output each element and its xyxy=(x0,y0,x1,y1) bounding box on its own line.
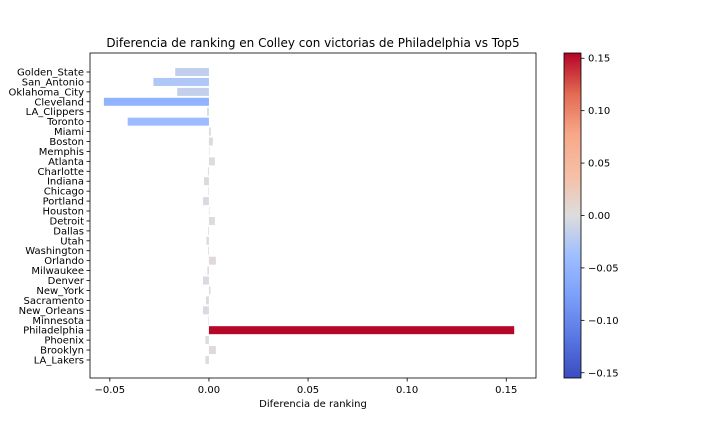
bar-new-york xyxy=(208,286,211,295)
bar-chicago xyxy=(208,187,209,196)
bar-orlando xyxy=(208,256,216,265)
bar-la-lakers xyxy=(205,355,209,364)
colorbar-ticks-group: 0.15 0.10 0.05 0.00 −0.05 −0.10 −0.15 xyxy=(581,54,619,379)
y-tick-label: Oklahoma_City xyxy=(9,87,85,98)
bar-charlotte xyxy=(207,167,209,176)
colorbar-tick-label: 0.05 xyxy=(588,159,610,170)
x-tick-label: 0.05 xyxy=(297,385,319,396)
bar-cleveland xyxy=(103,97,209,106)
colorbar-tick-label: 0.10 xyxy=(588,106,610,117)
bar-new-orleans xyxy=(202,306,209,315)
y-tick-label: LA_Lakers xyxy=(34,355,84,366)
y-tick-label: Utah xyxy=(60,236,84,247)
y-tick-label: Portland xyxy=(43,197,84,208)
y-tick-label: Miami xyxy=(54,127,84,138)
bar-detroit xyxy=(208,216,215,225)
bar-san-antonio xyxy=(153,77,209,86)
bar-philadelphia xyxy=(208,326,515,335)
bar-portland xyxy=(202,197,209,206)
x-tick-label: 0.15 xyxy=(495,385,517,396)
y-tick-label: Milwaukee xyxy=(31,266,84,277)
bars-group xyxy=(103,68,515,364)
x-ticks-group: −0.05 0.00 0.05 0.10 0.15 xyxy=(94,378,517,396)
y-tick-label: LA_Clippers xyxy=(26,107,84,118)
x-tick-label: 0.10 xyxy=(396,385,418,396)
y-tick-label: Orlando xyxy=(44,256,84,267)
bar-sacramento xyxy=(205,296,209,305)
y-tick-label: Atlanta xyxy=(48,157,84,168)
y-tick-label: Charlotte xyxy=(38,167,84,178)
y-tick-label: Detroit xyxy=(50,216,85,227)
y-tick-label: Golden_State xyxy=(17,68,84,79)
bar-la-clippers xyxy=(206,107,209,116)
bar-toronto xyxy=(127,117,209,126)
colorbar-tick-label: −0.15 xyxy=(588,368,619,379)
colorbar-tick-label: 0.00 xyxy=(588,211,610,222)
y-tick-label: Memphis xyxy=(39,147,84,158)
y-tick-label: Dallas xyxy=(53,226,84,237)
x-tick-label: −0.05 xyxy=(94,385,125,396)
bar-utah xyxy=(206,236,209,245)
plot-frame xyxy=(89,52,537,379)
bar-phoenix xyxy=(205,336,209,345)
y-tick-label: Minnesota xyxy=(32,316,84,327)
bar-denver xyxy=(202,276,209,285)
colorbar-tick-label: −0.05 xyxy=(588,263,619,274)
bar-golden-state xyxy=(175,68,209,76)
y-tick-label: San_Antonio xyxy=(22,77,84,88)
y-tick-label: New_York xyxy=(36,286,84,297)
bar-houston xyxy=(208,207,210,216)
y-tick-label: Boston xyxy=(49,137,84,148)
bar-oklahoma-city xyxy=(177,87,209,96)
bar-atlanta xyxy=(208,157,215,166)
chart-title: Diferencia de ranking en Colley con vict… xyxy=(106,36,519,50)
y-tick-label: Brooklyn xyxy=(40,346,84,357)
y-tick-label: Sacramento xyxy=(24,296,84,307)
x-axis-label: Diferencia de ranking xyxy=(259,399,367,410)
bar-minnesota xyxy=(208,316,209,325)
y-tick-label: Toronto xyxy=(46,117,84,128)
bar-memphis xyxy=(208,147,210,156)
bar-indiana xyxy=(203,177,209,186)
y-tick-label: Houston xyxy=(42,207,84,218)
bar-brooklyn xyxy=(208,346,216,355)
bar-boston xyxy=(208,137,213,146)
bar-washington xyxy=(208,246,209,255)
y-tick-label: Denver xyxy=(48,276,85,287)
y-tick-label: Indiana xyxy=(47,177,84,188)
y-ticks-group: Golden_StateSan_AntonioOklahoma_CityClev… xyxy=(9,68,90,366)
y-tick-label: Chicago xyxy=(44,187,84,198)
bar-milwaukee xyxy=(207,266,209,275)
y-tick-label: Philadelphia xyxy=(23,326,84,337)
y-tick-label: New_Orleans xyxy=(19,306,84,317)
colorbar xyxy=(564,53,581,378)
bar-dallas xyxy=(208,226,209,235)
bar-miami xyxy=(208,127,211,136)
y-tick-label: Washington xyxy=(25,246,84,257)
y-tick-label: Cleveland xyxy=(34,97,84,108)
y-tick-label: Phoenix xyxy=(44,336,84,347)
colorbar-tick-label: 0.15 xyxy=(588,54,610,65)
x-tick-label: 0.00 xyxy=(198,385,220,396)
colorbar-tick-label: −0.10 xyxy=(588,316,619,327)
